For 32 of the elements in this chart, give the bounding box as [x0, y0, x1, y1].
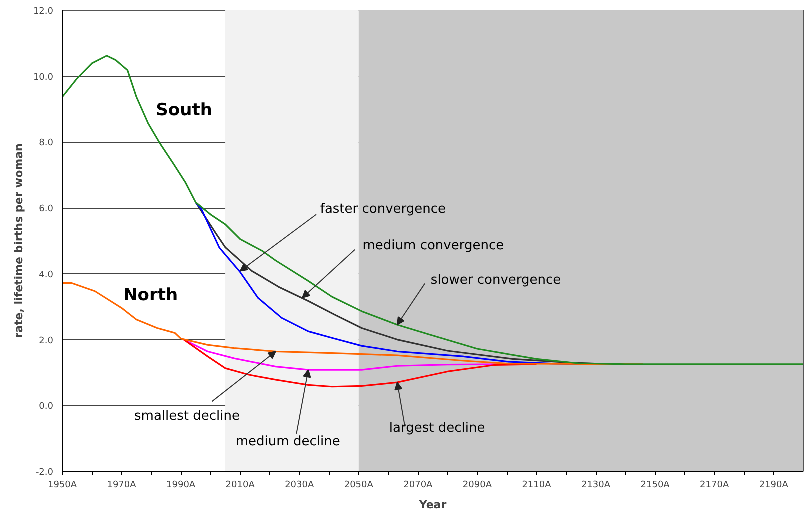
x-tick-label: 2190A [759, 480, 790, 490]
annotation: largest decline [389, 421, 486, 436]
x-tick-label: 1990A [166, 480, 196, 490]
x-tick-label: 2150A [640, 480, 671, 490]
annotation: smallest decline [134, 409, 240, 424]
x-axis-title: Year [418, 498, 448, 512]
y-tick-label: -2.0 [36, 468, 54, 478]
y-tick-label: 2.0 [39, 336, 54, 346]
x-tick-label: 2130A [581, 480, 612, 490]
y-tick-label: 10.0 [33, 72, 54, 83]
annotation: faster convergence [320, 202, 446, 218]
y-tick-label: 8.0 [39, 138, 54, 149]
x-tick-label: 2070A [404, 480, 434, 490]
series-label: South [156, 100, 212, 121]
x-tick-label: 2010A [226, 480, 256, 490]
annotation: medium convergence [362, 238, 504, 254]
x-tick-label: 2090A [462, 480, 493, 490]
series-label: North [124, 285, 178, 306]
y-axis-title: rate, lifetime births per woman [12, 144, 26, 338]
y-tick-label: 0.0 [39, 402, 54, 412]
line-series [62, 55, 804, 366]
y-tick-label: 4.0 [39, 270, 54, 280]
x-tick-label: 2170A [700, 480, 730, 490]
x-tick-label: 2110A [522, 480, 552, 490]
x-tick-label: 2050A [344, 480, 374, 490]
x-tick-label: 2030A [285, 480, 315, 490]
x-tick-label: 1950A [48, 480, 78, 490]
x-tick-label: 1970A [107, 480, 138, 490]
y-tick-label: 6.0 [39, 204, 54, 215]
y-tick-label: 12.0 [33, 7, 54, 17]
annotation: medium decline [236, 434, 340, 450]
annotation: slower convergence [430, 273, 562, 288]
